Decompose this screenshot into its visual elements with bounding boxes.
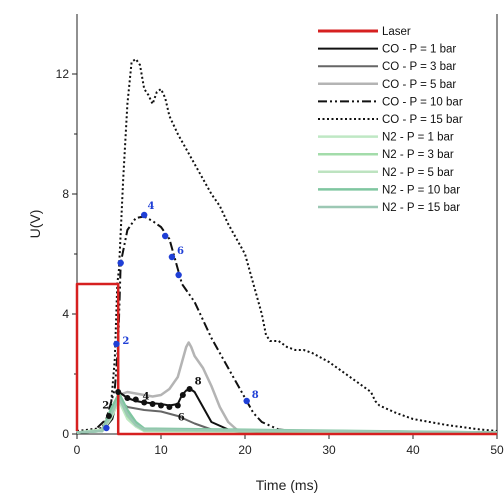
annotation-black: 2 <box>102 401 109 412</box>
annotation-black: 4 <box>143 392 150 403</box>
y-tick-label: 0 <box>62 427 69 441</box>
y-tick-label: 8 <box>62 187 69 201</box>
data-point-blue <box>162 232 169 240</box>
data-point-black <box>124 395 131 401</box>
series-line <box>76 396 498 434</box>
annotation-black: 8 <box>195 377 202 388</box>
series-line <box>76 341 497 434</box>
x-axis-title: Time (ms) <box>256 477 318 493</box>
data-point-black <box>115 389 122 395</box>
data-point-black <box>166 404 173 410</box>
legend-label: N2 - P = 1 bar <box>382 132 454 144</box>
x-tick-label: 30 <box>322 443 336 457</box>
annotation-black: 6 <box>178 413 185 424</box>
data-point-blue <box>175 271 182 279</box>
data-point-blue <box>243 397 250 405</box>
x-tick-label: 50 <box>490 443 504 457</box>
data-point-black <box>158 402 164 409</box>
data-point-black <box>132 396 139 403</box>
y-tick-label: 12 <box>56 67 70 81</box>
x-tick-label: 10 <box>154 443 168 457</box>
annotation-blue: 6 <box>177 246 184 257</box>
annotation-blue: 2 <box>122 336 129 347</box>
legend-label: CO - P = 5 bar <box>382 79 456 91</box>
plot-area: 0 10 20 30 40 50 0 4 8 12 2 4 6 8 2 4 6 8 <box>56 14 504 457</box>
legend-label: N2 - P = 15 bar <box>382 202 460 214</box>
data-point-blue <box>141 211 148 219</box>
data-point-black <box>174 402 181 409</box>
data-point-black <box>141 399 148 406</box>
legend-label: N2 - P = 3 bar <box>382 149 454 161</box>
series-line <box>76 215 497 434</box>
legend-label: N2 - P = 10 bar <box>382 184 460 196</box>
data-point-black <box>179 392 186 398</box>
data-point-black <box>186 386 193 392</box>
legend: Laser CO - P = 1 bar CO - P = 3 bar CO - P … <box>318 26 463 214</box>
series-line <box>76 58 498 432</box>
legend-label: CO - P = 15 bar <box>382 114 463 126</box>
data-point-blue <box>117 259 124 267</box>
x-tick-label: 20 <box>238 443 252 457</box>
x-tick-label: 40 <box>406 443 420 457</box>
legend-label: CO - P = 1 bar <box>382 44 456 56</box>
data-point-blue <box>103 424 110 432</box>
annotation-blue: 8 <box>252 390 259 401</box>
legend-label: N2 - P = 5 bar <box>382 167 454 179</box>
data-point-blue <box>168 253 176 261</box>
series-line <box>75 282 497 436</box>
data-point-blue <box>113 340 120 348</box>
x-tick-label: 0 <box>74 443 81 457</box>
y-tick-label: 4 <box>62 307 69 321</box>
annotation-blue: 4 <box>148 201 155 212</box>
legend-label: CO - P = 10 bar <box>382 96 463 108</box>
y-axis-title: U(V) <box>27 210 43 239</box>
data-point-black <box>149 401 156 407</box>
data-point-black <box>105 413 112 419</box>
legend-label: CO - P = 3 bar <box>382 61 456 73</box>
legend-label: Laser <box>382 26 411 38</box>
